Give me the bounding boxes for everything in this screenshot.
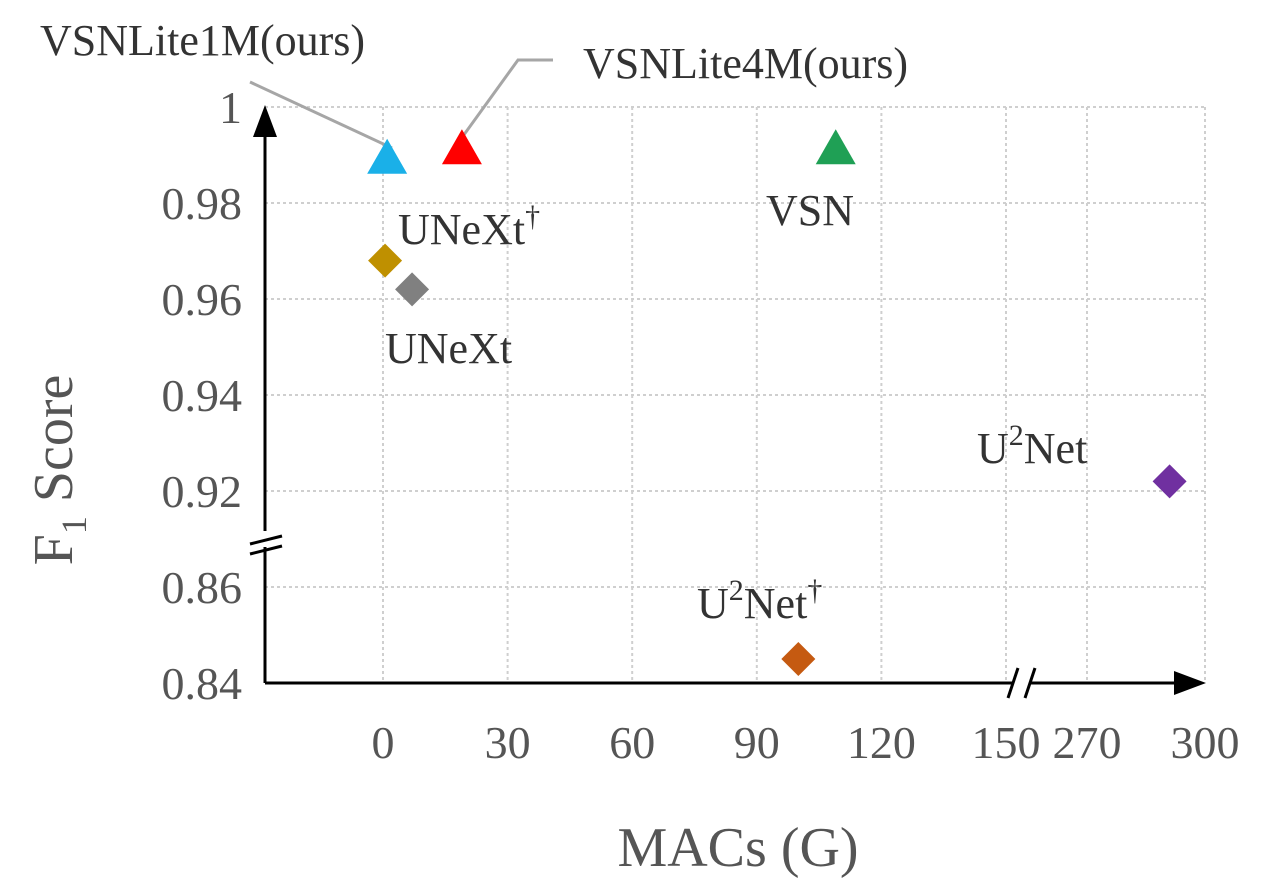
data-points [367,129,1187,676]
y-axis-break-mark [249,534,283,546]
x-axis-break-gap [1014,673,1030,693]
point-unext [368,243,403,278]
x-axis-arrow [1174,671,1206,695]
point-unext [395,272,430,307]
leader-line-vsnlite1m [249,80,393,150]
y-axis-title: F1 Score [23,375,94,566]
x-tick-label: 60 [609,717,655,768]
y-axis-break-mark [249,544,283,556]
x-tick-label: 30 [485,717,531,768]
x-axis-break-mark [1006,667,1020,699]
point-labels: VSNLite1M(ours) VSNLite4M(ours) VSN UNeXt† U… [40,16,1087,628]
point-u2net [781,642,816,676]
point-label-u2net: U2Net [977,419,1087,473]
point-vsnlite4m-ours [441,129,482,165]
leader-line-vsnlite4m [456,58,553,144]
y-tick-label: 0.98 [162,178,243,229]
y-axis-arrow [253,105,277,137]
point-label-vsnlite4m-ours: VSNLite4M(ours) [583,39,908,88]
point-label-unext: UNeXt [385,324,512,373]
y-tick-label: 0.92 [162,466,243,517]
point-label-u2net: U2Net† [697,574,822,628]
point-label-vsnlite1m-ours: VSNLite1M(ours) [40,16,365,65]
point-label-vsn: VSN [766,186,854,235]
x-axis-break-mark [1023,667,1037,699]
point-u2net [1152,464,1187,499]
x-tick-label: 90 [734,717,780,768]
y-tick-label: 0.96 [162,274,243,325]
y-tick-label: 1 [219,82,242,133]
label-leaders [249,58,553,150]
x-axis-title: MACs (G) [617,817,858,879]
point-label-unext: UNeXt† [398,200,540,254]
y-tick-label: 0.84 [162,658,243,709]
x-tick-label: 150 [972,717,1041,768]
x-tick-label: 270 [1053,717,1122,768]
y-tick-label: 0.86 [162,562,243,613]
x-tick-label: 120 [847,717,916,768]
tick-labels: 0 30 60 90 120 150 270 300 0.84 0.86 0.92 0.94 0.96 0… [162,82,1240,768]
axes [249,105,1206,699]
point-vsn [815,129,856,165]
y-tick-label: 0.94 [162,370,243,421]
x-tick-label: 300 [1171,717,1240,768]
x-tick-label: 0 [372,717,395,768]
point-vsnlite1m-ours [367,138,408,174]
